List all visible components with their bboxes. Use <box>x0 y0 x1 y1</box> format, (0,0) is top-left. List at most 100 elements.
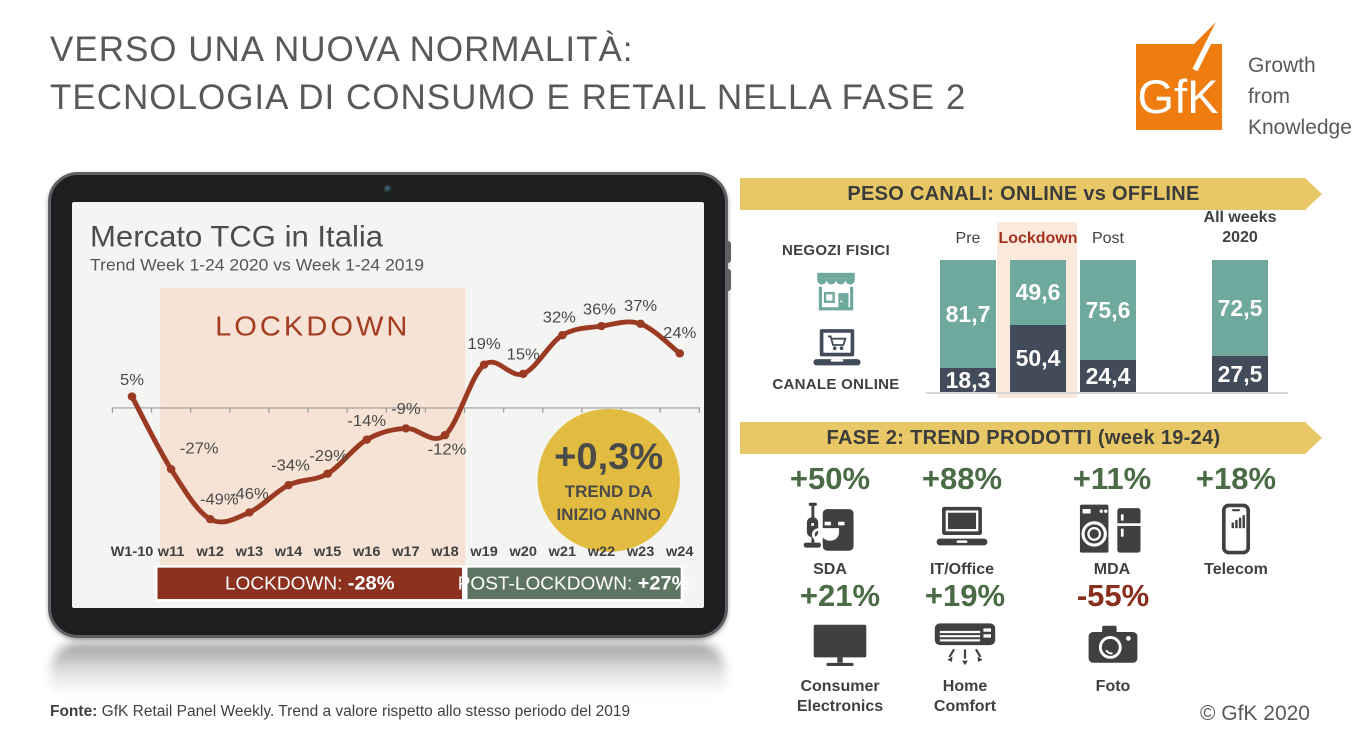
point-label: 37% <box>624 297 657 315</box>
product-label: Telecom <box>1204 561 1268 578</box>
footer-source: Fonte: GfK Retail Panel Weekly. Trend a … <box>50 703 630 721</box>
chart-point <box>245 508 254 517</box>
product-label: MDA <box>1093 561 1131 578</box>
point-label: -46% <box>230 485 269 503</box>
products-section: FASE 2: TREND PRODOTTI (week 19-24) +50%… <box>740 414 1350 736</box>
chart-point <box>518 369 528 379</box>
bars-baseline <box>926 392 1288 394</box>
camera-icon <box>1058 616 1168 676</box>
tablet-side-button <box>725 241 731 263</box>
point-label: -14% <box>347 412 386 430</box>
x-label: w21 <box>548 544 577 560</box>
point-label: 24% <box>663 324 696 342</box>
laptop-cart-icon <box>808 327 866 378</box>
product-trend-value: -55% <box>1076 578 1150 613</box>
tablet-reflection <box>50 643 726 709</box>
gfk-logo: GfK <box>1136 22 1222 130</box>
tv-icon <box>786 616 894 676</box>
product-label: IT/Office <box>929 561 994 578</box>
product-label: SDA <box>813 561 847 578</box>
point-label: 15% <box>507 346 540 364</box>
offline-bar-segment: 72,5 <box>1212 260 1268 356</box>
svg-text:LOCKDOWN: -28%: LOCKDOWN: -28% <box>225 573 395 595</box>
page-title-line-1: VERSO UNA NUOVA NORMALITÀ: <box>50 30 634 69</box>
badge-caption: TREND DA <box>565 482 653 501</box>
chart-point <box>558 331 567 340</box>
offline-channel-label: NEGOZI FISICI <box>781 242 891 259</box>
product-trend-value: +18% <box>1195 461 1277 496</box>
offline-bar-segment: 49,6 <box>1010 260 1066 325</box>
x-label: w22 <box>587 544 616 560</box>
chart-point <box>127 392 137 401</box>
chart-point <box>440 431 450 440</box>
gfk-logo-spark-icon <box>1194 22 1216 46</box>
gfk-logo-text: GfK <box>1138 70 1219 123</box>
point-label: 19% <box>468 335 501 353</box>
point-label: 36% <box>583 301 616 319</box>
x-label: w12 <box>195 544 224 560</box>
storefront-icon <box>809 265 863 320</box>
air-conditioner-icon <box>923 616 1007 676</box>
product-trend-value: +11% <box>1072 461 1152 496</box>
logo-tagline: Growth from Knowledge <box>1248 54 1352 139</box>
fase2-banner-title: FASE 2: TREND PRODOTTI (week 19-24) <box>826 426 1221 449</box>
online-bar-segment: 24,4 <box>1080 360 1136 392</box>
bar-category-label: Post <box>1091 230 1124 247</box>
x-label: w17 <box>391 544 420 560</box>
trend-points <box>127 319 685 524</box>
x-label: w15 <box>313 544 342 560</box>
chart-point <box>205 515 215 524</box>
tablet-side-button <box>725 269 731 291</box>
point-label: -12% <box>428 441 467 459</box>
sda-icon <box>765 499 895 559</box>
lockdown-band-label: LOCKDOWN <box>215 311 410 342</box>
chart-point <box>597 321 606 331</box>
appliances-icon <box>1047 499 1177 559</box>
chart-point <box>401 424 411 433</box>
product-tile: +88% IT/Office <box>897 462 1027 580</box>
chart-point <box>636 319 645 328</box>
x-axis-labels: W1-10 w11 w12 w13 w14 w15 w16 w17 w18 w19 w20 w21 w2… <box>111 544 694 560</box>
product-trend-value: +19% <box>924 578 1006 613</box>
summary-bar-postlockdown: POST-LOCKDOWN: +27% <box>458 565 689 602</box>
point-label: 5% <box>120 371 144 389</box>
x-label: w11 <box>157 544 185 560</box>
x-label: w18 <box>430 544 459 560</box>
product-tile: -55% Foto <box>1058 579 1168 697</box>
fase2-banner: FASE 2: TREND PRODOTTI (week 19-24) <box>740 422 1322 454</box>
page-title: VERSO UNA NUOVA NORMALITÀ: TECNOLOGIA DI… <box>50 26 966 122</box>
channels-stacked-bars: Pre 81,7 18,3 Lockdown 49,6 50,4 Post 75,6 24,4 A… <box>740 170 1340 414</box>
point-label: -49% <box>200 491 239 509</box>
chart-point <box>284 480 293 490</box>
tablet-screen: Mercato TCG in Italia Trend Week 1-24 202… <box>72 202 704 608</box>
x-label: w13 <box>235 544 264 560</box>
product-trend-value: +88% <box>921 461 1003 496</box>
footer-source-label: Fonte: <box>50 703 98 720</box>
online-bar-segment: 50,4 <box>1010 325 1066 392</box>
smartphone-icon <box>1171 499 1301 559</box>
page-title-line-2: TECNOLOGIA DI CONSUMO E RETAIL NELLA FAS… <box>50 78 967 117</box>
point-label: -27% <box>180 440 219 458</box>
chart-subtitle: Trend Week 1-24 2020 vs Week 1-24 2019 <box>90 255 424 275</box>
chart-title: Mercato TCG in Italia <box>90 220 383 253</box>
point-label: -9% <box>391 400 420 418</box>
footer-source-text: GfK Retail Panel Weekly. Trend a valore … <box>97 703 631 720</box>
product-tile: +21% Consumer Electronics <box>786 579 894 717</box>
online-bar-segment: 18,3 <box>940 367 996 393</box>
chart-point <box>323 469 332 478</box>
offline-bar-segment: 75,6 <box>1080 260 1136 360</box>
x-label: w16 <box>352 544 381 560</box>
bar-category-label: Lockdown <box>998 230 1078 247</box>
chart-point <box>362 435 372 444</box>
x-label: w23 <box>626 544 655 560</box>
copyright: © GfK 2020 <box>1199 702 1310 725</box>
gfk-logo-square <box>1136 44 1222 130</box>
summary-bar-lockdown: LOCKDOWN: -28% <box>155 565 465 602</box>
point-label: -34% <box>271 457 310 475</box>
x-label: w24 <box>665 544 694 560</box>
tablet-mockup: Mercato TCG in Italia Trend Week 1-24 202… <box>48 172 731 638</box>
product-tile: +50% SDA <box>765 462 895 580</box>
point-label: -29% <box>309 447 348 465</box>
channels-section: PESO CANALI: ONLINE vs OFFLINE NEGOZI FI… <box>740 170 1340 414</box>
